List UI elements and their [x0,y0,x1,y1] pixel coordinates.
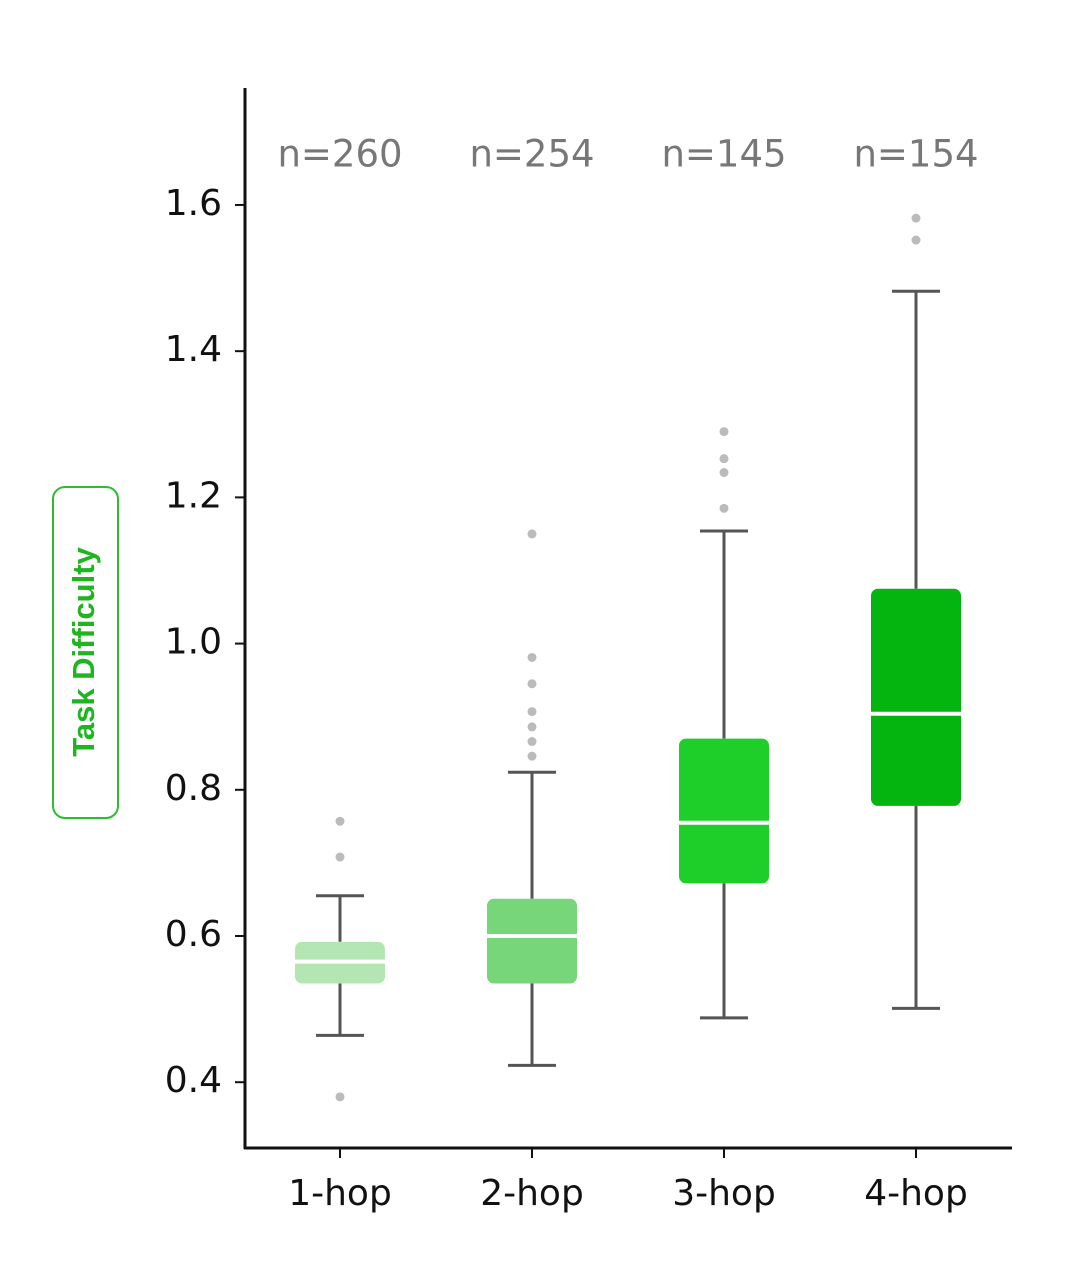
outlier [527,722,537,732]
outlier [719,454,729,464]
outlier [911,213,921,223]
annotation: n=154 [853,133,978,176]
box [871,588,961,806]
outlier [527,679,537,689]
x-tick-label: 4-hop [864,1173,968,1214]
outlier [527,529,537,539]
y-tick-label: 1.2 [165,475,222,516]
y-tick-label: 1.6 [165,183,222,224]
outlier [527,652,537,662]
outlier [527,737,537,747]
y-tick-label: 1.0 [165,622,222,663]
outlier [335,816,345,826]
outlier [719,427,729,437]
y-tick-label: 0.6 [165,914,222,955]
outlier [719,503,729,513]
annotation: n=254 [469,133,594,176]
y-axis-label: Task Difficulty [66,546,101,756]
x-tick-label: 3-hop [672,1173,776,1214]
y-tick-label: 1.4 [165,329,222,370]
y-tick-label: 0.8 [165,768,222,809]
box [487,898,577,984]
outlier [527,751,537,761]
y-label-box [52,486,119,819]
outlier [335,1092,345,1102]
outlier [911,235,921,245]
outlier [527,707,537,717]
annotation: n=260 [277,133,402,176]
x-tick-label: 1-hop [288,1173,392,1214]
outlier [719,468,729,478]
y-tick-label: 0.4 [165,1060,222,1101]
annotation: n=145 [661,133,786,176]
outlier [335,852,345,862]
box [679,738,769,884]
x-tick-label: 2-hop [480,1173,584,1214]
